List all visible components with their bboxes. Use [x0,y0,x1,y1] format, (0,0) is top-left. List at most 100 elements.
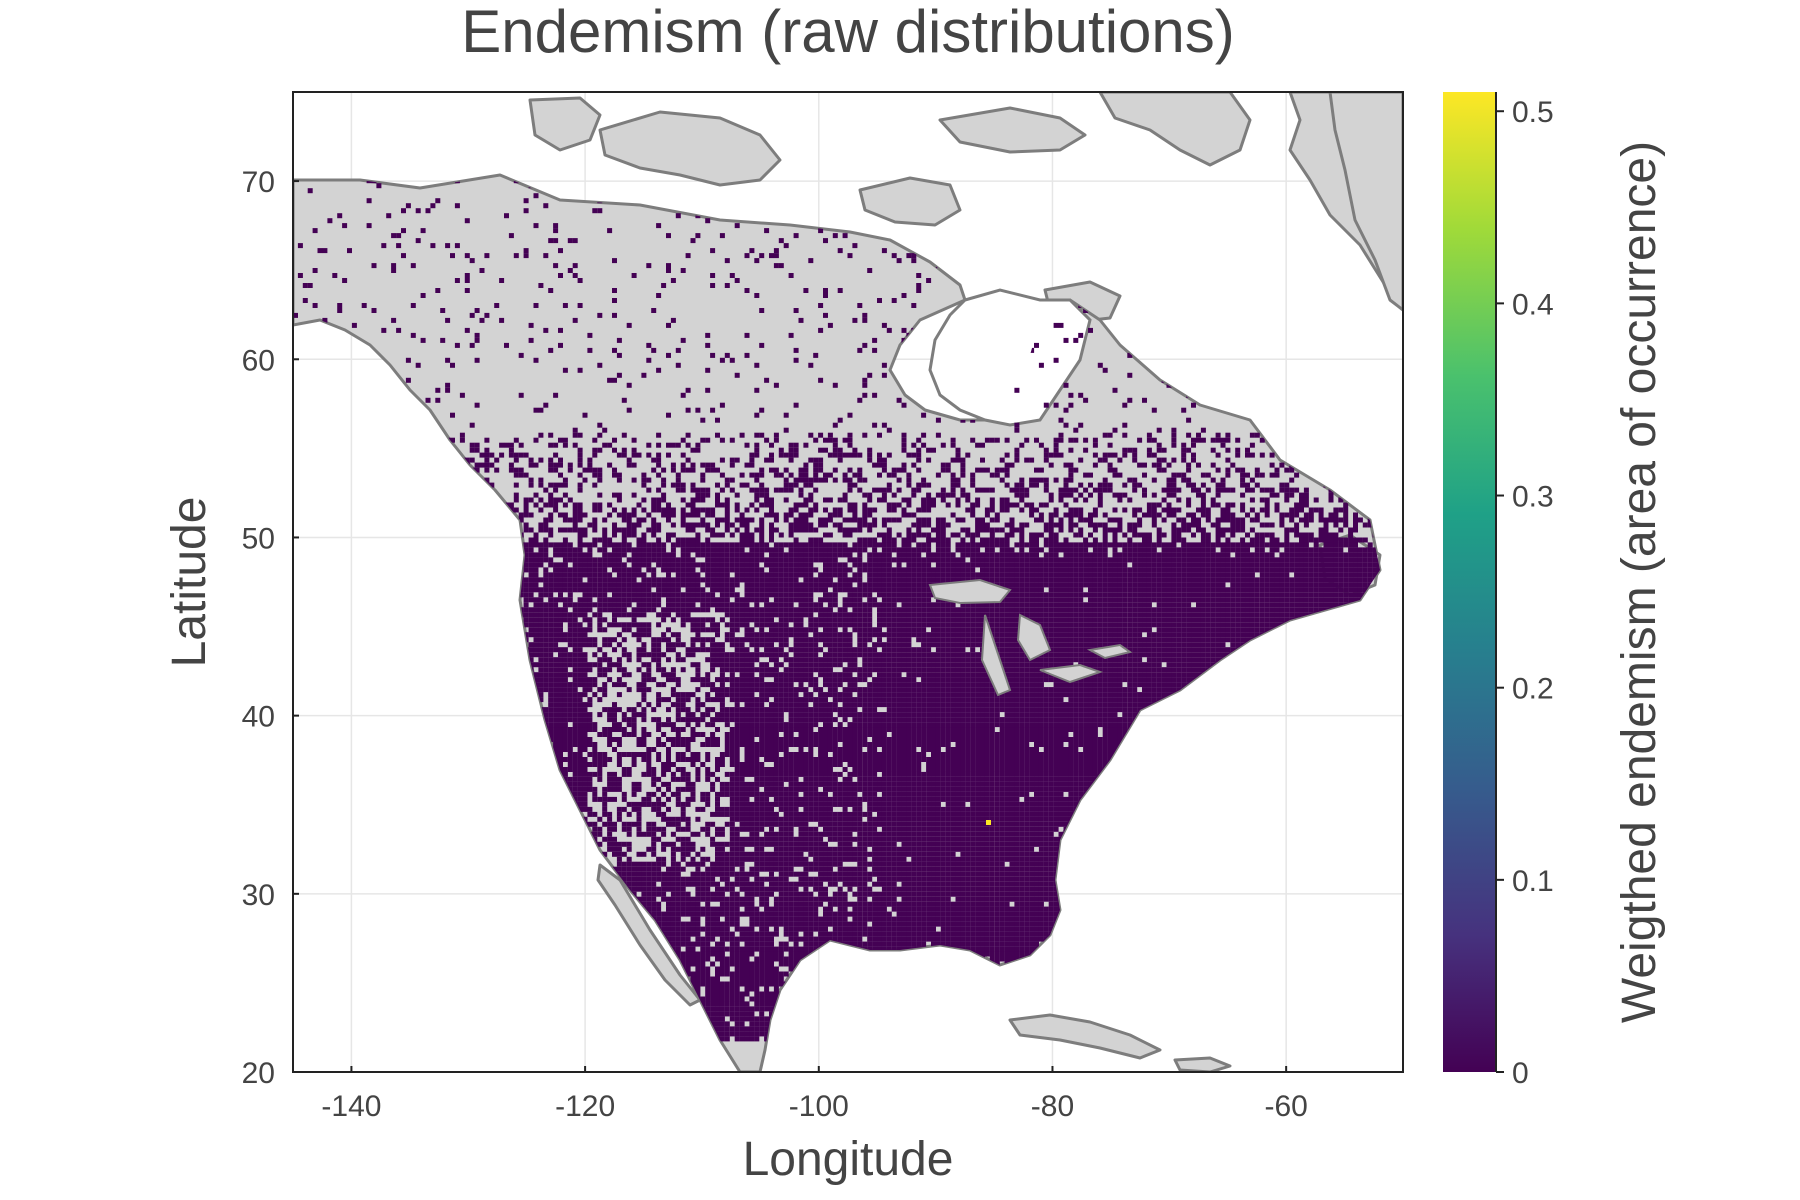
endemism-cell [734,921,740,927]
endemism-cell [1024,941,1030,947]
endemism-cell [1029,921,1035,927]
endemism-cell [749,971,755,977]
endemism-cell [670,921,676,927]
endemism-cell [852,931,858,937]
endemism-cell [818,941,824,947]
endemism-cell [1029,936,1035,942]
endemism-cell [729,1001,735,1007]
endemism-cell [754,1026,760,1032]
endemism-cell [734,986,740,992]
endemism-cell [798,936,804,942]
endemism-cell [729,921,735,927]
endemism-cell [769,946,774,952]
endemism-cell [852,936,858,942]
endemism-cell [724,981,730,987]
endemism-cell [847,926,853,932]
endemism-cell [778,976,784,982]
endemism-cell [1024,936,1030,942]
endemism-cell [744,1036,750,1042]
endemism-cell [675,946,681,952]
endemism-cell [901,941,907,947]
endemism-cell [950,931,956,937]
endemism-cell [729,946,735,952]
endemism-cell [734,1021,740,1027]
endemism-cell [773,931,779,937]
endemism-cell [695,966,701,972]
endemism-cell [788,946,794,952]
endemism-cell [724,1006,730,1012]
endemism-cell [827,921,833,927]
endemism-cell [852,921,858,927]
endemism-cell [862,921,868,927]
endemism-cell [759,931,765,937]
endemism-cell [729,971,735,977]
endemism-cell [911,941,917,947]
endemism-cell [788,966,794,972]
endemism-cell [744,946,750,952]
endemism-cell [896,926,902,932]
endemism-cell [744,931,750,937]
endemism-cell [764,981,770,987]
endemism-cell [1019,946,1025,952]
endemism-cell [891,946,897,952]
endemism-cell [754,976,760,982]
endemism-cell [965,931,971,937]
endemism-cell [729,941,735,947]
endemism-cell [769,956,774,962]
endemism-cell [675,941,681,947]
endemism-cell [734,971,740,977]
endemism-cell [744,926,750,932]
endemism-cell [901,931,907,937]
endemism-cell [710,946,716,952]
endemism-cell [984,951,990,957]
endemism-cell [1014,941,1020,947]
endemism-cell [901,936,907,942]
endemism-cell [852,926,858,932]
endemism-cell [700,926,706,932]
endemism-cell [666,936,671,942]
endemism-cell [818,926,824,932]
endemism-cell [1009,956,1015,962]
endemism-cell [719,1021,725,1027]
endemism-cell [793,951,799,957]
endemism-cell [754,1036,760,1042]
endemism-cell [715,1001,720,1007]
endemism-cell [715,926,720,932]
endemism-cell [666,931,671,937]
endemism-cell [847,921,853,927]
endemism-cell [695,991,701,997]
endemism-cell [754,991,760,997]
endemism-cell [719,971,725,977]
endemism-cell [980,926,985,932]
endemism-cell [847,941,853,947]
endemism-cell [1014,936,1020,942]
endemism-cell [724,946,730,952]
endemism-cell [837,921,843,927]
endemism-cell [872,926,878,932]
endemism-cell [827,931,833,937]
endemism-cell [700,981,706,987]
endemism-cell [744,956,750,962]
endemism-cell [705,991,711,997]
endemism-cell [994,946,1000,952]
endemism-cell [719,1016,725,1022]
endemism-cell [931,941,936,947]
endemism-cell [744,971,750,977]
endemism-cell [724,1026,730,1032]
endemism-cell [705,1011,711,1017]
arctic-island-banks [528,96,602,152]
endemism-cell [965,921,971,927]
endemism-cell [715,991,720,997]
endemism-cell [916,936,922,942]
endemism-cell [685,951,691,957]
endemism-cell [764,966,770,972]
endemism-cell [764,921,770,927]
endemism-cell [975,921,981,927]
cuba [1008,1013,1162,1060]
endemism-cell [749,1011,755,1017]
endemism-cell [719,946,725,952]
endemism-cell [695,921,701,927]
endemism-cell [749,946,755,952]
endemism-cell [808,936,814,942]
endemism-cell [739,961,745,967]
